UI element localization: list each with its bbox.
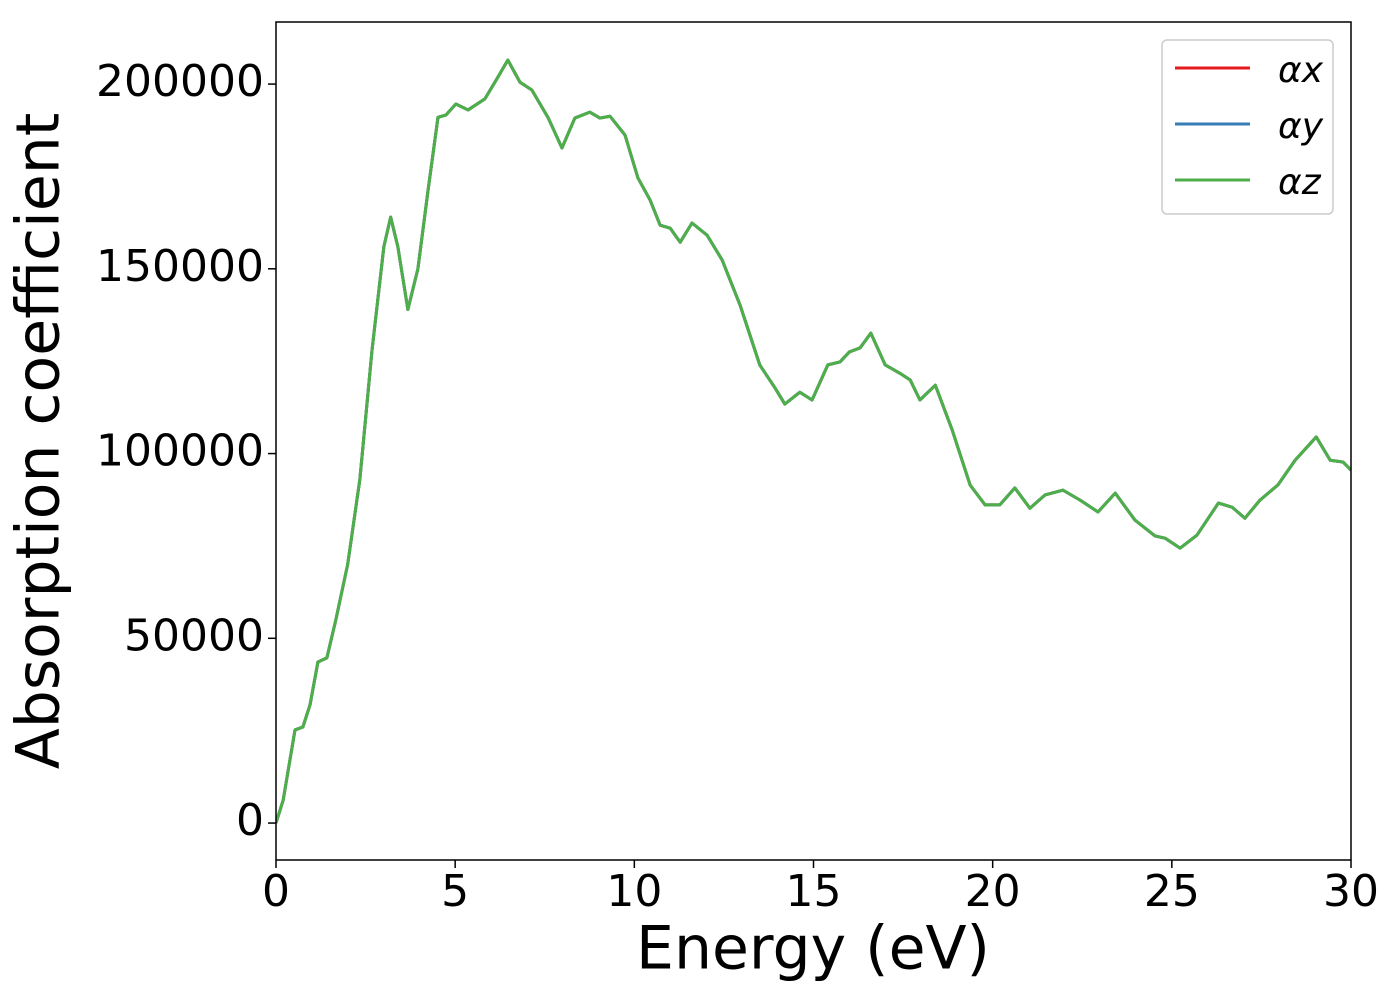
y-tick-label: 200000: [96, 56, 264, 107]
y-tick-label: 100000: [96, 426, 264, 477]
y-tick-label: 50000: [124, 610, 264, 661]
x-tick-label: 10: [606, 866, 662, 917]
x-tick-label: 20: [965, 866, 1021, 917]
y-axis-label: Absorption coefficient: [4, 113, 74, 770]
y-tick-label: 150000: [96, 241, 264, 292]
legend-label: αy: [1278, 106, 1324, 147]
plot-frame: [275, 21, 1352, 861]
x-axis-label: Energy (eV): [636, 914, 990, 984]
legend-box: [1161, 39, 1334, 215]
y-tick-label: 0: [236, 795, 264, 846]
x-tick-label: 25: [1144, 866, 1200, 917]
legend-label: αz: [1278, 162, 1322, 203]
series-line: [276, 58, 1351, 824]
legend-label: αx: [1278, 50, 1324, 91]
x-tick-label: 5: [441, 866, 469, 917]
x-tick-label: 0: [262, 866, 290, 917]
x-tick-label: 30: [1323, 866, 1379, 917]
x-tick-label: 15: [786, 866, 842, 917]
